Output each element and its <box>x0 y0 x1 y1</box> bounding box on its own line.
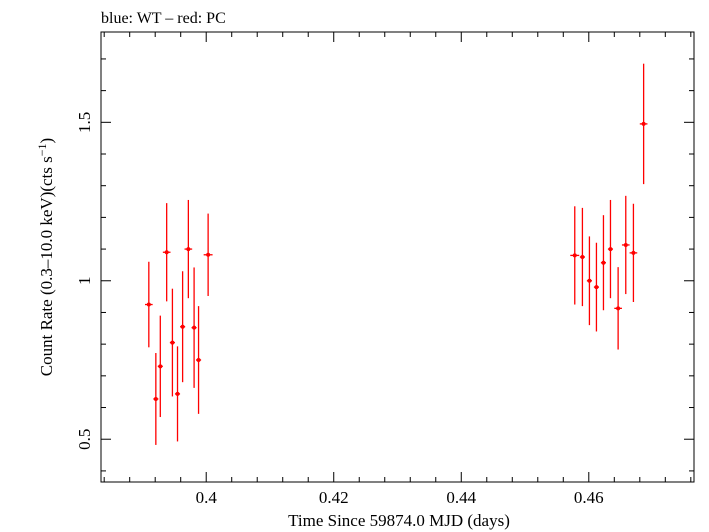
data-point <box>621 195 630 295</box>
data-marker <box>206 252 211 257</box>
y-axis-label-exponent: −1 <box>35 143 49 156</box>
data-marker <box>158 364 163 369</box>
data-marker <box>572 253 577 258</box>
data-point <box>629 203 638 302</box>
y-tick-label: 0.5 <box>75 429 94 450</box>
plot-border <box>100 31 695 483</box>
axis-ticks: 0.4 0.42 0.44 0.46 0.5 1 1.5 <box>75 32 694 507</box>
chart-title: blue: WT – red: PC <box>101 10 226 27</box>
data-marker <box>175 391 180 396</box>
data-point <box>203 213 213 296</box>
data-point <box>169 288 175 397</box>
data-marker <box>196 357 201 362</box>
x-axis-label: Time Since 59874.0 MJD (days) <box>288 511 510 530</box>
x-tick-label: 0.42 <box>319 488 349 507</box>
data-marker <box>580 255 585 259</box>
y-axis-label-close: ) <box>37 138 56 144</box>
data-marker <box>186 247 191 252</box>
data-marker <box>608 247 613 252</box>
data-point <box>607 199 614 299</box>
data-marker <box>641 121 646 126</box>
data-marker <box>164 250 169 255</box>
data-marker <box>631 250 636 255</box>
data-point <box>593 242 599 332</box>
data-point <box>586 236 592 326</box>
data-point <box>196 306 202 414</box>
data-point <box>180 271 186 383</box>
y-axis-label: Count Rate (0.3–10.0 keV)(cts s−1) <box>35 138 56 376</box>
data-point <box>184 199 193 299</box>
data-marker <box>623 242 628 247</box>
data-point <box>153 353 159 445</box>
x-tick-label: 0.4 <box>196 488 218 507</box>
data-point <box>639 63 648 185</box>
x-tick-label: 0.46 <box>574 488 604 507</box>
data-marker <box>192 325 197 330</box>
data-marker <box>616 306 621 311</box>
data-marker <box>170 340 175 345</box>
data-points <box>144 63 648 445</box>
data-point <box>162 203 171 302</box>
plot-frame <box>100 31 695 483</box>
data-point <box>579 207 585 307</box>
data-marker <box>587 278 592 283</box>
data-point <box>614 267 622 350</box>
data-point <box>144 261 153 348</box>
data-marker <box>146 302 151 307</box>
x-tick-label: 0.44 <box>446 488 476 507</box>
y-tick-label: 1 <box>75 277 94 286</box>
y-axis-label-main: Count Rate (0.3–10.0 keV)(cts s <box>37 156 56 376</box>
data-point <box>191 267 197 388</box>
data-point <box>174 346 181 442</box>
data-point <box>600 215 607 311</box>
data-marker <box>153 396 158 401</box>
data-marker <box>601 260 606 265</box>
y-tick-label: 1.5 <box>75 112 94 133</box>
data-point <box>570 206 580 305</box>
data-marker <box>180 324 185 329</box>
data-marker <box>594 285 599 290</box>
data-point <box>157 315 163 418</box>
